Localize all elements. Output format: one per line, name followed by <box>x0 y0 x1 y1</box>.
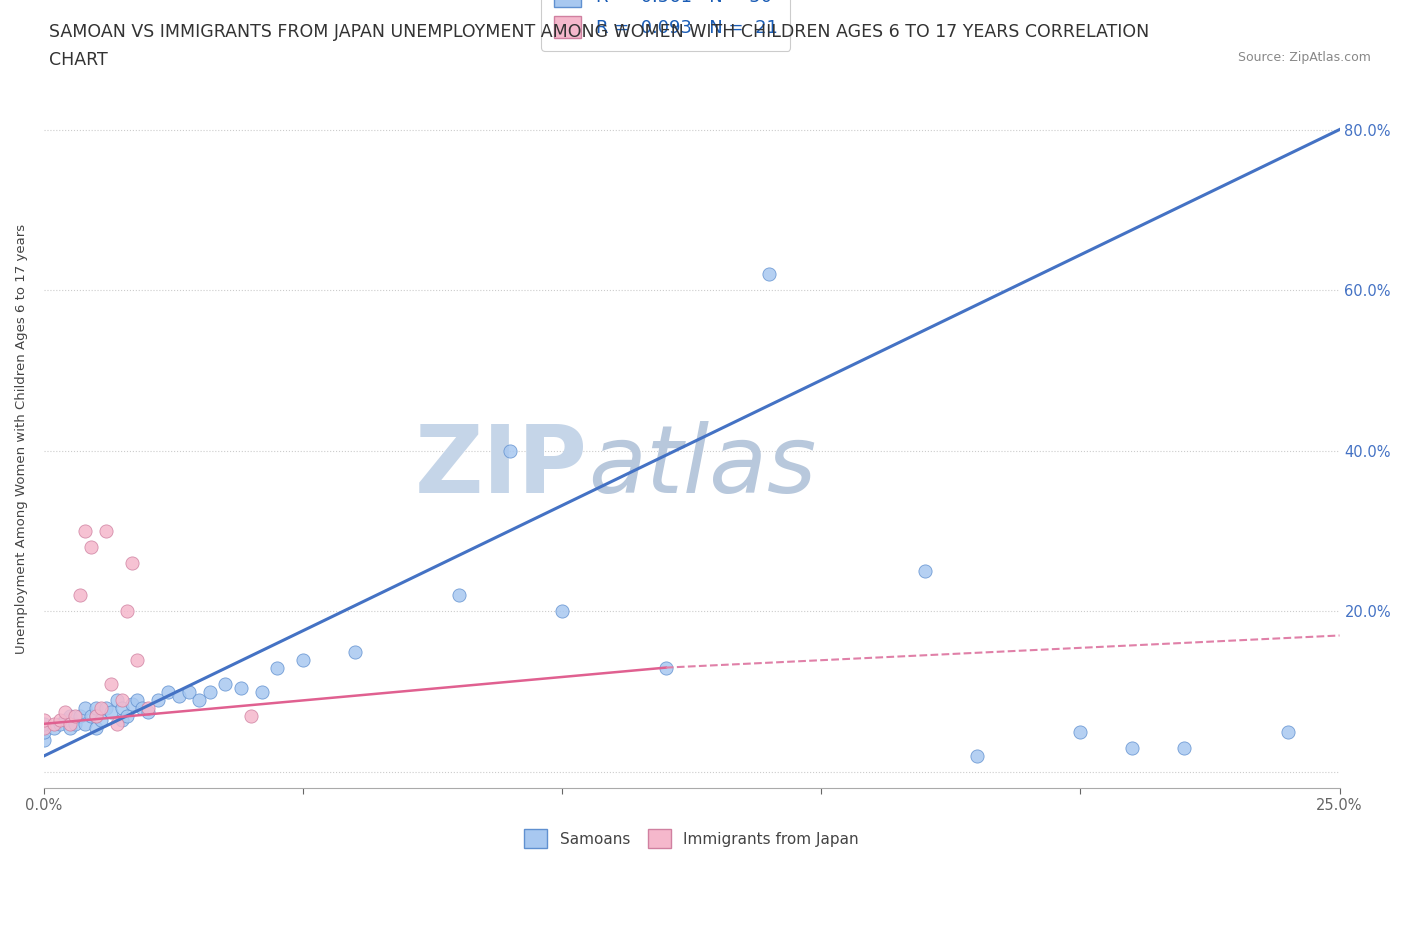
Point <box>90 700 112 715</box>
Point <box>84 721 107 736</box>
Point <box>127 652 149 667</box>
Point <box>157 684 180 699</box>
Point <box>136 700 159 715</box>
Point <box>343 644 366 659</box>
Point <box>100 704 122 719</box>
Point <box>105 692 128 707</box>
Point <box>229 680 252 695</box>
Point <box>177 684 200 699</box>
Point <box>79 709 101 724</box>
Point <box>69 588 91 603</box>
Point <box>914 564 936 578</box>
Point <box>32 733 55 748</box>
Point <box>111 712 134 727</box>
Point <box>53 704 76 719</box>
Point <box>100 676 122 691</box>
Point <box>966 749 988 764</box>
Point <box>105 716 128 731</box>
Point <box>75 716 97 731</box>
Point <box>655 660 678 675</box>
Point <box>63 709 86 724</box>
Point <box>48 716 70 731</box>
Point <box>250 684 273 699</box>
Point <box>121 556 143 571</box>
Legend: Samoans, Immigrants from Japan: Samoans, Immigrants from Japan <box>515 820 869 857</box>
Point <box>96 524 118 538</box>
Point <box>84 709 107 724</box>
Point <box>758 267 780 282</box>
Point <box>1069 724 1091 739</box>
Point <box>53 712 76 727</box>
Point <box>146 692 169 707</box>
Point <box>131 700 153 715</box>
Point <box>1121 740 1143 755</box>
Point <box>48 712 70 727</box>
Point <box>111 692 134 707</box>
Point <box>266 660 288 675</box>
Point <box>59 709 82 724</box>
Point <box>96 700 118 715</box>
Point <box>136 704 159 719</box>
Point <box>32 716 55 731</box>
Point <box>121 697 143 711</box>
Text: CHART: CHART <box>49 51 108 69</box>
Point <box>188 692 211 707</box>
Point <box>59 716 82 731</box>
Point <box>447 588 470 603</box>
Point <box>214 676 236 691</box>
Point <box>115 604 138 618</box>
Point <box>1173 740 1195 755</box>
Point <box>84 700 107 715</box>
Text: atlas: atlas <box>588 421 817 512</box>
Point <box>32 712 55 727</box>
Point <box>75 700 97 715</box>
Y-axis label: Unemployment Among Women with Children Ages 6 to 17 years: Unemployment Among Women with Children A… <box>15 224 28 654</box>
Point <box>79 539 101 554</box>
Point <box>115 709 138 724</box>
Point <box>59 721 82 736</box>
Text: ZIP: ZIP <box>415 420 588 512</box>
Point <box>198 684 221 699</box>
Point <box>32 721 55 736</box>
Point <box>69 709 91 724</box>
Point <box>84 709 107 724</box>
Point <box>1277 724 1299 739</box>
Point <box>63 716 86 731</box>
Point <box>127 692 149 707</box>
Point <box>44 721 66 736</box>
Point <box>32 724 55 739</box>
Point <box>75 524 97 538</box>
Text: Source: ZipAtlas.com: Source: ZipAtlas.com <box>1237 51 1371 64</box>
Point <box>111 700 134 715</box>
Point <box>167 688 190 703</box>
Point <box>240 709 263 724</box>
Point <box>90 712 112 727</box>
Point <box>551 604 574 618</box>
Text: SAMOAN VS IMMIGRANTS FROM JAPAN UNEMPLOYMENT AMONG WOMEN WITH CHILDREN AGES 6 TO: SAMOAN VS IMMIGRANTS FROM JAPAN UNEMPLOY… <box>49 23 1150 41</box>
Point <box>499 444 522 458</box>
Point <box>292 652 315 667</box>
Point <box>44 716 66 731</box>
